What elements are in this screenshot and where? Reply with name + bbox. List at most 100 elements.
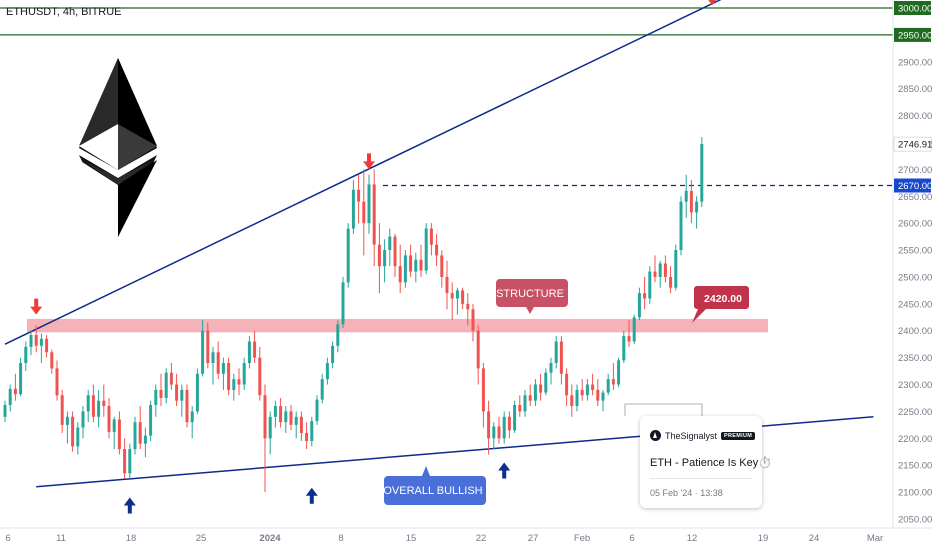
candle-body	[455, 290, 459, 299]
candle-body	[13, 388, 17, 395]
candle-body	[450, 293, 454, 299]
candle-body	[138, 422, 142, 444]
candle-body	[679, 201, 683, 251]
idea-card[interactable]: TheSignalyst PREMIUM ETH - Patience Is K…	[640, 416, 772, 508]
candle-body	[45, 338, 49, 353]
price-tick-label: 2600.00	[898, 219, 932, 230]
level-tag-label: 3000.00	[898, 4, 932, 15]
time-tick-label: 12	[687, 533, 698, 544]
candle-body	[34, 335, 38, 346]
candle-body	[398, 266, 402, 283]
candle-body	[575, 389, 579, 407]
price-axis: 2050.00 2100.00 2150.00 2200.00 2250.00 2300.…	[892, 0, 932, 550]
candle-body	[617, 360, 621, 385]
candle-body	[695, 201, 699, 213]
price-tick-label: 2100.00	[898, 488, 932, 499]
candle-body	[591, 384, 595, 390]
candle-body	[559, 341, 563, 374]
idea-date: 05 Feb '24 · 13:38	[650, 488, 723, 498]
candle-body	[565, 373, 569, 396]
candle-body	[164, 372, 168, 398]
candle-body	[273, 406, 277, 417]
candle-body	[76, 427, 80, 447]
candle-body	[637, 293, 641, 318]
candle-body	[65, 416, 69, 425]
candle-body	[523, 395, 527, 412]
time-tick-label: 24	[809, 533, 820, 544]
candle-body	[544, 372, 548, 393]
candle-body	[237, 379, 241, 385]
candle-body	[320, 379, 324, 400]
up-arrow-icon	[123, 497, 136, 514]
candle-body	[648, 271, 652, 299]
candle-body	[388, 236, 392, 251]
price-tick-label: 2650.00	[898, 192, 932, 203]
candle-body	[268, 416, 272, 439]
level-tag-2950.00	[894, 27, 931, 42]
annotations: STRUCTURE 2420.00 OVERALL BULLISH	[383, 279, 749, 505]
time-tick-label: 6	[629, 533, 634, 544]
card-divider	[650, 478, 752, 479]
candle-body	[435, 244, 439, 256]
candle-body	[294, 416, 298, 425]
candle-body	[471, 309, 475, 331]
candle-body	[513, 404, 517, 431]
level-tag-label: 2950.00	[898, 30, 932, 41]
candle-body	[190, 411, 194, 423]
candle-body	[502, 416, 506, 439]
level-tag-3000.00	[894, 1, 931, 15]
time-tick-label: 22	[476, 533, 487, 544]
candle-body	[97, 400, 101, 417]
candle-body	[414, 259, 418, 272]
candle-body	[632, 317, 636, 342]
candle-body	[227, 363, 231, 390]
candle-body	[663, 263, 667, 277]
price-tick-label: 2700.00	[898, 165, 932, 176]
time-tick-label: 2024	[259, 533, 281, 544]
candle-body	[336, 324, 340, 346]
candle-body	[247, 341, 251, 364]
resistance-levels	[0, 7, 893, 187]
time-tick-label: 18	[126, 533, 137, 544]
candle-body	[112, 419, 116, 432]
candle-body	[497, 426, 501, 439]
price-tick-label: 2550.00	[898, 246, 932, 257]
up-arrow-icon	[498, 462, 511, 479]
candle-body	[117, 419, 121, 450]
candle-body	[627, 336, 631, 342]
candle-body	[149, 404, 153, 436]
candle-body	[128, 449, 132, 474]
candle-body	[195, 373, 199, 412]
candle-body	[440, 255, 444, 277]
candle-body	[643, 293, 647, 299]
brand-name: TheSignalyst	[665, 430, 718, 441]
time-tick-label: 8	[338, 533, 343, 544]
candle-body	[429, 228, 433, 245]
candle-body	[242, 363, 246, 385]
candle-body	[154, 389, 158, 405]
time-tick-label: 27	[528, 533, 539, 544]
candle-body	[71, 416, 75, 447]
candle-body	[55, 368, 59, 396]
time-tick-label: 15	[406, 533, 417, 544]
up-arrow-icon	[305, 487, 318, 504]
candle-body	[367, 184, 371, 224]
candle-body	[86, 395, 90, 412]
candle-body	[143, 435, 147, 444]
candle-body	[481, 368, 485, 412]
candle-body	[507, 416, 511, 431]
candle-body	[102, 400, 106, 407]
candle-body	[653, 271, 657, 277]
candle-body	[461, 290, 465, 304]
candle-body	[409, 255, 413, 272]
candle-body	[689, 190, 693, 213]
candle-body	[554, 341, 558, 364]
down-arrow-icon	[708, 0, 717, 6]
candle-body	[351, 189, 355, 229]
price-callout-label: 2420.00	[704, 293, 742, 305]
time-axis: 6 11 18 25 2024 8 15 22 27 Feb 6 12 19 24 Mar	[0, 527, 932, 544]
candle-body	[674, 250, 678, 288]
trendline-upper	[4, 0, 722, 345]
candle-body	[684, 190, 688, 202]
